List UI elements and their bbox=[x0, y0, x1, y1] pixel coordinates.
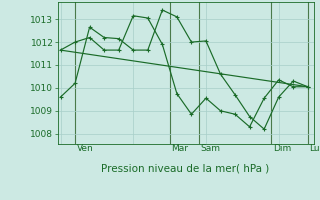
Text: Dim: Dim bbox=[273, 144, 291, 153]
Text: Mar: Mar bbox=[171, 144, 188, 153]
Text: Lun: Lun bbox=[309, 144, 320, 153]
X-axis label: Pression niveau de la mer( hPa ): Pression niveau de la mer( hPa ) bbox=[101, 163, 270, 173]
Text: Sam: Sam bbox=[200, 144, 220, 153]
Text: Ven: Ven bbox=[76, 144, 93, 153]
